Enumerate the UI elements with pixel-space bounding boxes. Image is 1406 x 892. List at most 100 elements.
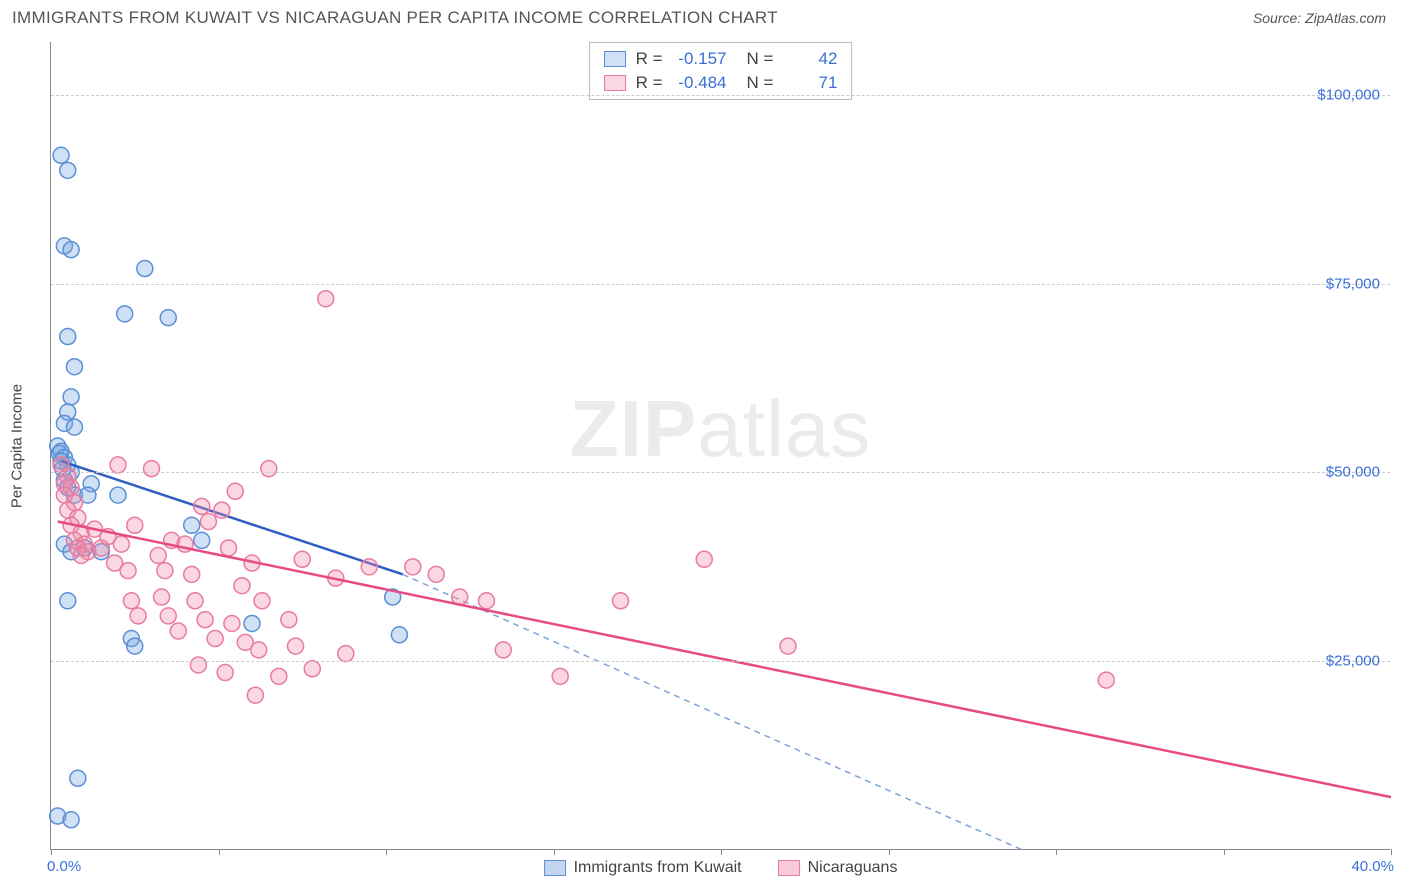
data-point <box>154 589 170 605</box>
data-point <box>1098 672 1114 688</box>
data-point <box>160 608 176 624</box>
data-point <box>184 517 200 533</box>
data-point <box>780 638 796 654</box>
x-axis-end-label: 40.0% <box>1351 858 1394 875</box>
x-tick <box>1056 849 1057 855</box>
data-point <box>66 419 82 435</box>
data-point <box>70 770 86 786</box>
data-point <box>157 563 173 579</box>
stat-n-label: N = <box>747 49 774 69</box>
stat-n-value: 42 <box>783 49 837 69</box>
data-point <box>217 665 233 681</box>
data-point <box>234 578 250 594</box>
series-legend: Immigrants from Kuwait Nicaraguans <box>544 859 898 877</box>
y-tick-label: $100,000 <box>1317 86 1380 103</box>
x-tick <box>721 849 722 855</box>
data-point <box>224 615 240 631</box>
data-point <box>53 147 69 163</box>
stat-r-label: R = <box>636 73 663 93</box>
legend-swatch <box>544 860 566 876</box>
data-point <box>214 502 230 518</box>
trend-line-extrapolated <box>403 574 1023 850</box>
data-point <box>190 657 206 673</box>
data-point <box>123 593 139 609</box>
chart-source: Source: ZipAtlas.com <box>1253 10 1386 26</box>
data-point <box>244 615 260 631</box>
data-point <box>194 498 210 514</box>
data-point <box>495 642 511 658</box>
data-point <box>251 642 267 658</box>
data-point <box>696 551 712 567</box>
data-point <box>110 487 126 503</box>
data-point <box>194 532 210 548</box>
data-point <box>281 612 297 628</box>
x-tick <box>1224 849 1225 855</box>
data-point <box>127 517 143 533</box>
data-point <box>361 559 377 575</box>
data-point <box>63 389 79 405</box>
x-axis-start-label: 0.0% <box>47 858 81 875</box>
x-tick <box>554 849 555 855</box>
stat-r-value: -0.484 <box>673 73 727 93</box>
data-point <box>552 668 568 684</box>
data-point <box>261 461 277 477</box>
data-point <box>120 563 136 579</box>
data-point <box>200 514 216 530</box>
data-point <box>66 359 82 375</box>
data-point <box>405 559 421 575</box>
gridline <box>51 95 1390 96</box>
chart-header: IMMIGRANTS FROM KUWAIT VS NICARAGUAN PER… <box>0 0 1406 32</box>
x-tick <box>51 849 52 855</box>
x-tick <box>1391 849 1392 855</box>
legend-item: Nicaraguans <box>778 859 898 877</box>
data-point <box>184 566 200 582</box>
data-point <box>160 310 176 326</box>
data-point <box>428 566 444 582</box>
stat-n-value: 71 <box>783 73 837 93</box>
data-point <box>63 242 79 258</box>
data-point <box>288 638 304 654</box>
data-point <box>60 329 76 345</box>
data-point <box>60 162 76 178</box>
stat-r-label: R = <box>636 49 663 69</box>
series-swatch <box>604 75 626 91</box>
data-point <box>170 623 186 639</box>
data-point <box>137 261 153 277</box>
legend-item: Immigrants from Kuwait <box>544 859 742 877</box>
y-tick-label: $75,000 <box>1326 275 1380 292</box>
data-point <box>479 593 495 609</box>
data-point <box>254 593 270 609</box>
scatter-svg <box>51 42 1390 849</box>
x-tick <box>219 849 220 855</box>
legend-label: Immigrants from Kuwait <box>574 859 742 877</box>
gridline <box>51 284 1390 285</box>
stats-legend-box: R =-0.157N =42R =-0.484N =71 <box>589 42 853 100</box>
data-point <box>227 483 243 499</box>
data-point <box>144 461 160 477</box>
series-swatch <box>604 51 626 67</box>
data-point <box>221 540 237 556</box>
data-point <box>207 631 223 647</box>
stats-row: R =-0.484N =71 <box>604 71 838 95</box>
data-point <box>130 608 146 624</box>
data-point <box>271 668 287 684</box>
data-point <box>113 536 129 552</box>
data-point <box>187 593 203 609</box>
data-point <box>63 812 79 828</box>
data-point <box>338 646 354 662</box>
data-point <box>318 291 334 307</box>
chart-title: IMMIGRANTS FROM KUWAIT VS NICARAGUAN PER… <box>12 8 778 28</box>
data-point <box>110 457 126 473</box>
gridline <box>51 472 1390 473</box>
y-tick-label: $50,000 <box>1326 464 1380 481</box>
data-point <box>294 551 310 567</box>
data-point <box>60 593 76 609</box>
data-point <box>127 638 143 654</box>
data-point <box>73 547 89 563</box>
gridline <box>51 661 1390 662</box>
data-point <box>247 687 263 703</box>
x-tick <box>386 849 387 855</box>
y-tick-label: $25,000 <box>1326 653 1380 670</box>
data-point <box>197 612 213 628</box>
data-point <box>391 627 407 643</box>
